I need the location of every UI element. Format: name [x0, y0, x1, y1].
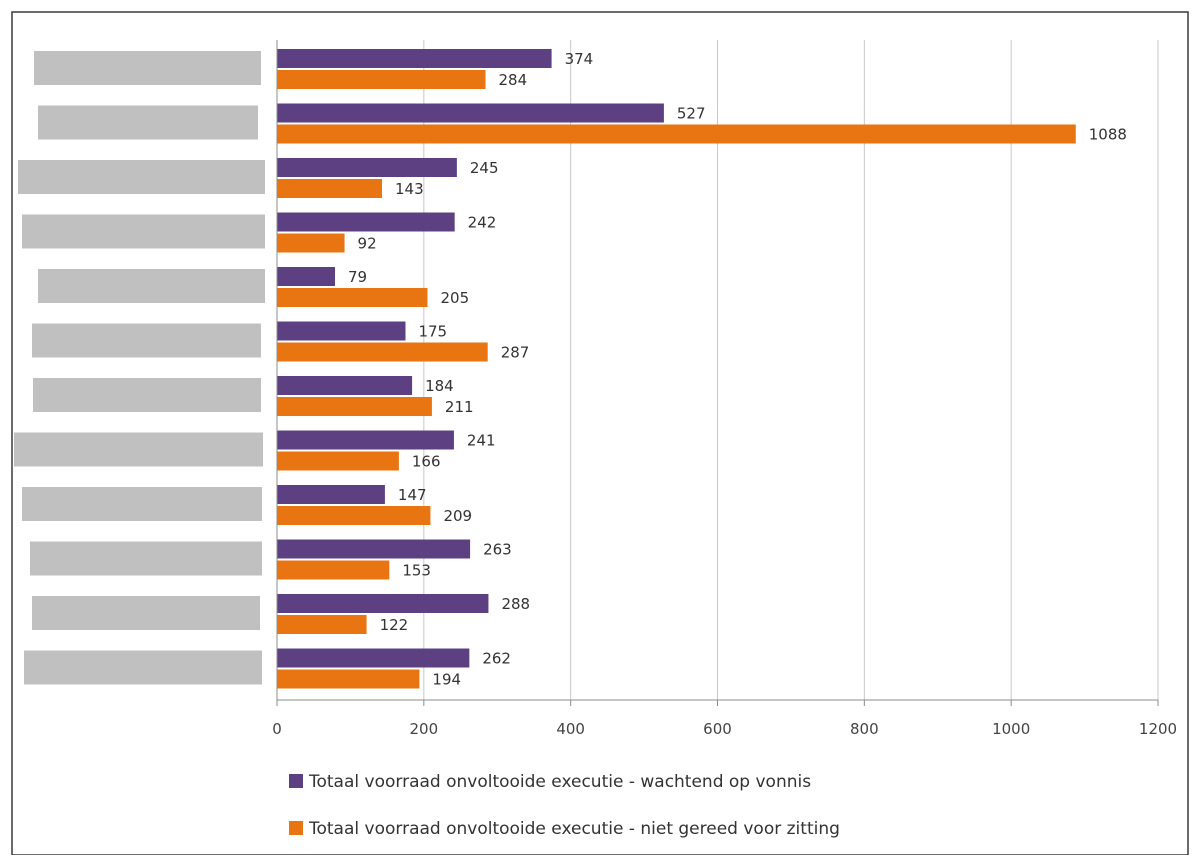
- x-tick-label: 600: [703, 720, 732, 738]
- bar-niet-gereed-voor-zitting: [277, 342, 488, 362]
- bar-niet-gereed-voor-zitting: [277, 560, 390, 580]
- category-label-redaction: [34, 51, 261, 85]
- category-label-redaction: [30, 541, 262, 576]
- data-labels: 374 527 245 242 79 175 184 241 147 263 288 262 284 10…: [348, 50, 1127, 689]
- data-label: 242: [468, 214, 497, 232]
- bar-wachtend-op-vonnis: [277, 376, 413, 395]
- data-label: 166: [412, 453, 441, 471]
- x-tick-label: 1200: [1139, 720, 1177, 738]
- bar-wachtend-op-vonnis: [277, 485, 385, 504]
- legend-label: Totaal voorraad onvoltooide executie - w…: [308, 772, 811, 792]
- category-label-redaction: [18, 160, 265, 194]
- bar-wachtend-op-vonnis: [277, 267, 335, 286]
- legend-label: Totaal voorraad onvoltooide executie - n…: [308, 819, 840, 839]
- bar-wachtend-op-vonnis: [277, 103, 664, 123]
- data-label: 184: [425, 377, 454, 395]
- data-label: 527: [677, 105, 706, 123]
- category-label-redaction: [22, 214, 265, 249]
- data-label: 262: [482, 650, 511, 668]
- x-tick-label: 1000: [992, 720, 1030, 738]
- data-label: 79: [348, 268, 367, 286]
- bar-wachtend-op-vonnis: [277, 594, 489, 613]
- bar-wachtend-op-vonnis: [277, 539, 471, 559]
- data-label: 284: [499, 71, 528, 89]
- bar-wachtend-op-vonnis: [277, 49, 552, 68]
- data-label: 211: [445, 398, 474, 416]
- category-label-redactions: [14, 51, 265, 685]
- bar-niet-gereed-voor-zitting: [277, 615, 367, 634]
- bar-wachtend-op-vonnis: [277, 158, 457, 177]
- bar-niet-gereed-voor-zitting: [277, 288, 428, 307]
- data-label: 153: [402, 562, 431, 580]
- data-label: 147: [398, 486, 427, 504]
- category-label-redaction: [38, 269, 265, 303]
- bar-niet-gereed-voor-zitting: [277, 506, 431, 525]
- legend-swatch: [289, 821, 303, 835]
- bar-wachtend-op-vonnis: [277, 430, 454, 450]
- bar-niet-gereed-voor-zitting: [277, 124, 1076, 144]
- data-label: 288: [501, 595, 530, 613]
- category-label-redaction: [33, 378, 261, 412]
- data-label: 194: [432, 671, 461, 689]
- bar-niet-gereed-voor-zitting: [277, 70, 486, 89]
- data-label: 245: [470, 159, 499, 177]
- category-label-redaction: [32, 596, 260, 630]
- data-label: 122: [380, 616, 409, 634]
- category-label-redaction: [32, 323, 261, 358]
- category-label-redaction: [24, 650, 262, 685]
- data-label: 205: [441, 289, 470, 307]
- bar-wachtend-op-vonnis: [277, 648, 470, 668]
- bar-niet-gereed-voor-zitting: [277, 179, 382, 198]
- category-label-redaction: [22, 487, 262, 521]
- x-tick-label: 0: [272, 720, 282, 738]
- gridlines: [423, 40, 1159, 700]
- data-label: 1088: [1089, 126, 1127, 144]
- data-label: 143: [395, 180, 424, 198]
- legend-swatch: [289, 774, 303, 788]
- data-label: 263: [483, 541, 512, 559]
- bar-niet-gereed-voor-zitting: [277, 233, 345, 253]
- x-tick-label: 800: [850, 720, 879, 738]
- category-label-redaction: [14, 432, 263, 467]
- data-label: 241: [467, 432, 496, 450]
- bar-niet-gereed-voor-zitting: [277, 451, 399, 471]
- x-axis: 0 200 400 600 800 1000 1200: [272, 40, 1177, 738]
- data-label: 374: [565, 50, 594, 68]
- x-tick-label: 400: [556, 720, 585, 738]
- bars: [277, 49, 1076, 689]
- bar-wachtend-op-vonnis: [277, 212, 455, 232]
- category-label-redaction: [38, 105, 258, 140]
- bar-wachtend-op-vonnis: [277, 321, 406, 341]
- data-label: 175: [418, 323, 447, 341]
- data-label: 287: [501, 344, 530, 362]
- x-tick-label: 200: [410, 720, 439, 738]
- data-label: 209: [443, 507, 472, 525]
- bar-niet-gereed-voor-zitting: [277, 669, 420, 689]
- legend: Totaal voorraad onvoltooide executie - w…: [289, 772, 840, 839]
- data-label: 92: [358, 235, 377, 253]
- bar-niet-gereed-voor-zitting: [277, 397, 432, 416]
